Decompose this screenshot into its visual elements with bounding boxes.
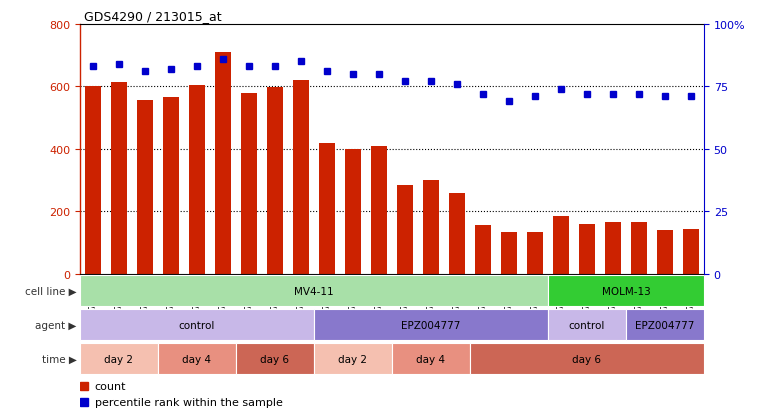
Bar [397, 185, 412, 274]
Bar [470, 343, 704, 375]
Bar [501, 232, 517, 274]
Bar [80, 343, 158, 375]
Bar [189, 85, 205, 274]
Bar [527, 232, 543, 274]
Text: EPZ004777: EPZ004777 [635, 320, 695, 330]
Bar [241, 94, 256, 274]
Bar [314, 343, 392, 375]
Bar [80, 309, 314, 341]
Bar [267, 88, 283, 274]
Text: day 2: day 2 [339, 354, 368, 364]
Bar [449, 193, 465, 274]
Bar [548, 275, 704, 307]
Bar [319, 143, 335, 274]
Text: time ▶: time ▶ [42, 354, 77, 364]
Bar [163, 98, 179, 274]
Bar [423, 181, 439, 274]
Bar [392, 343, 470, 375]
Bar [137, 101, 153, 274]
Bar [658, 230, 673, 274]
Text: percentile rank within the sample: percentile rank within the sample [94, 397, 282, 407]
Bar [631, 223, 647, 274]
Text: MV4-11: MV4-11 [294, 286, 334, 296]
Text: cell line ▶: cell line ▶ [25, 286, 77, 296]
Text: count: count [94, 381, 126, 392]
Bar [475, 226, 491, 274]
Text: day 6: day 6 [572, 354, 601, 364]
Bar [548, 309, 626, 341]
Text: GDS4290 / 213015_at: GDS4290 / 213015_at [84, 10, 221, 23]
Text: day 4: day 4 [183, 354, 212, 364]
Bar [345, 150, 361, 274]
Bar [215, 53, 231, 274]
Bar [80, 275, 548, 307]
Bar [314, 309, 548, 341]
Bar [683, 229, 699, 274]
Bar [553, 216, 568, 274]
Text: agent ▶: agent ▶ [36, 320, 77, 330]
Bar [111, 83, 126, 274]
Bar [158, 343, 236, 375]
Bar [626, 309, 704, 341]
Bar [85, 87, 100, 274]
Text: day 6: day 6 [260, 354, 289, 364]
Text: MOLM-13: MOLM-13 [601, 286, 651, 296]
Bar [605, 223, 621, 274]
Bar [371, 146, 387, 274]
Text: control: control [179, 320, 215, 330]
Bar [293, 81, 309, 274]
Text: day 4: day 4 [416, 354, 445, 364]
Text: day 2: day 2 [104, 354, 133, 364]
Text: control: control [568, 320, 605, 330]
Bar [579, 224, 595, 274]
Bar [236, 343, 314, 375]
Text: EPZ004777: EPZ004777 [401, 320, 460, 330]
